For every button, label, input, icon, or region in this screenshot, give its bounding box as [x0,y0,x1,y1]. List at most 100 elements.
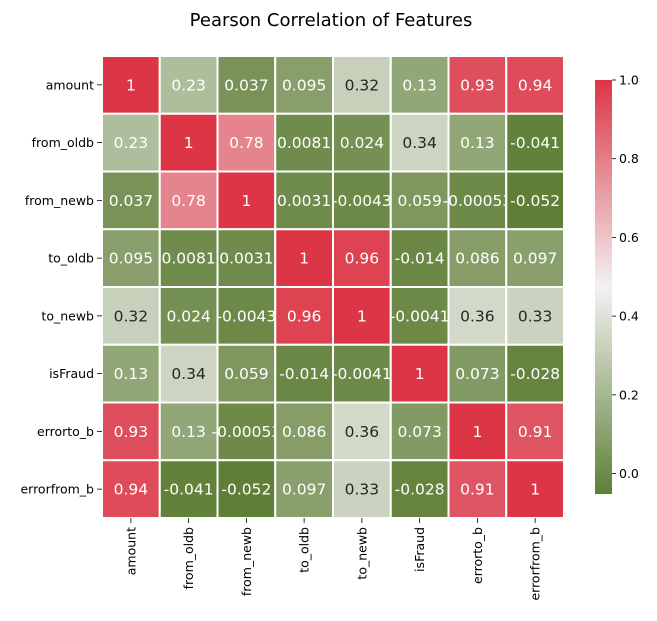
cell-value-label: 0.13 [460,134,495,152]
cell-value-label: 0.095 [109,250,153,268]
row-tick-label: from_oldb [32,135,94,150]
heatmap-cell [505,170,565,231]
heatmap-cell [274,170,334,231]
cell-value-label: -0.014 [279,365,329,383]
cell-value-label: 0.073 [455,365,499,383]
row-tick-label: errorfrom_b [20,482,94,497]
heatmap-cell [389,112,450,173]
cell-value-label: 0.96 [287,307,322,325]
heatmap-cell [216,228,277,288]
cell-value-label: 0.33 [518,307,553,325]
cell-value-label: 1 [415,365,425,383]
cell-value-label: 0.93 [114,423,149,441]
column-tick-labels: amount from_oldb from_newb to_oldb to_newb is… [123,518,543,601]
cell-value-label: 0.0081 [162,250,216,268]
cell-value-label: -0.0041 [390,307,450,325]
heatmap-cell [505,459,565,519]
cell-value-label: 0.78 [171,192,206,210]
heatmap-cell [332,401,392,462]
cell-value-label: 0.059 [397,192,441,210]
heatmap-cell [389,343,450,404]
heatmap-cell [216,170,277,231]
cell-value-label: 0.0031 [219,250,273,268]
cell-value-label: 0.32 [114,307,149,325]
heatmap-cell [389,401,450,462]
colorbar-gradient [595,80,612,494]
cell-value-label: 0.94 [518,76,553,94]
cell-value-label: 0.93 [460,76,495,94]
heatmap-cell [505,112,565,173]
heatmap-cell [332,228,392,288]
cell-value-label: 0.13 [402,76,437,94]
cell-value-label: -0.052 [221,481,271,499]
heatmap-cell [274,286,334,346]
heatmap-cell [505,401,565,462]
colorbar-tick-label: 0.6 [619,230,639,245]
heatmap-cell [447,401,508,462]
heatmap-cells: 1 0.23 0.037 0.095 0.32 0.13 0.93 0.94 0.23 1 0.78… [101,55,565,519]
heatmap-cell [274,112,334,173]
cell-value-label: 0.073 [397,423,441,441]
heatmap-cell [447,228,508,288]
column-tick-label: from_newb [239,527,254,596]
cell-value-label: 0.23 [114,134,149,152]
cell-value-label: 1 [357,307,367,325]
cell-value-label: 0.94 [114,481,149,499]
row-tick-label: isFraud [49,366,94,381]
cell-value-label: 0.13 [114,365,149,383]
cell-value-label: 1 [126,76,136,94]
colorbar-tick-label: 0.4 [619,309,639,324]
cell-value-label: 0.13 [171,423,206,441]
cell-value-label: 0.086 [282,423,326,441]
heatmap-cell [505,55,565,115]
cell-value-label: 0.36 [345,423,380,441]
column-tick-label: errorfrom_b [528,527,543,601]
cell-value-label: 1 [184,134,194,152]
heatmap-cell [216,401,277,462]
cell-value-label: -0.00053 [443,192,513,210]
colorbar-tick-label: 0.8 [619,151,639,166]
column-tick-label: amount [123,527,138,575]
cell-value-label: 0.32 [345,76,380,94]
cell-value-label: 0.0031 [277,192,331,210]
column-tick-label: from_oldb [181,527,196,589]
cell-value-label: 0.78 [229,134,264,152]
cell-value-label: -0.0041 [332,365,392,383]
heatmap-cell [389,55,450,115]
cell-value-label: -0.041 [510,134,560,152]
cell-value-label: -0.028 [510,365,560,383]
cell-value-label: 0.96 [345,250,380,268]
cell-value-label: -0.014 [395,250,445,268]
row-tick-label: to_newb [41,308,94,323]
cell-value-label: -0.0043 [332,192,392,210]
cell-value-label: 0.91 [518,423,553,441]
row-tick-labels: amount from_oldb from_newb to_oldb to_newbis… [20,77,102,497]
row-tick-label: from_newb [25,193,94,208]
cell-value-label: -0.0043 [216,307,276,325]
chart-title: Pearson Correlation of Features [190,10,473,31]
colorbar: 0.0 0.2 0.4 0.6 0.8 1.0 [595,73,639,494]
heatmap-cell [389,170,450,231]
cell-value-label: 0.097 [513,250,557,268]
column-tick-label: errorto_b [470,527,485,584]
cell-value-label: 0.91 [460,481,495,499]
cell-value-label: 0.34 [171,365,206,383]
colorbar-tick-label: 1.0 [619,73,639,88]
column-tick-label: isFraud [412,527,427,572]
cell-value-label: 0.097 [282,481,326,499]
row-tick-label: amount [46,77,94,92]
row-tick-label: to_oldb [48,251,94,266]
row-tick-label: errorto_b [37,424,94,439]
cell-value-label: 1 [299,250,309,268]
cell-value-label: 1 [241,192,251,210]
heatmap-cell [158,343,219,404]
heatmap-cell [332,343,392,404]
heatmap-cell [447,170,508,231]
heatmap-cell [332,170,392,231]
heatmap-cell [216,459,277,519]
cell-value-label: 0.0081 [277,134,331,152]
heatmap-cell [505,343,565,404]
heatmap-cell [158,401,219,462]
cell-value-label: 0.059 [224,365,268,383]
